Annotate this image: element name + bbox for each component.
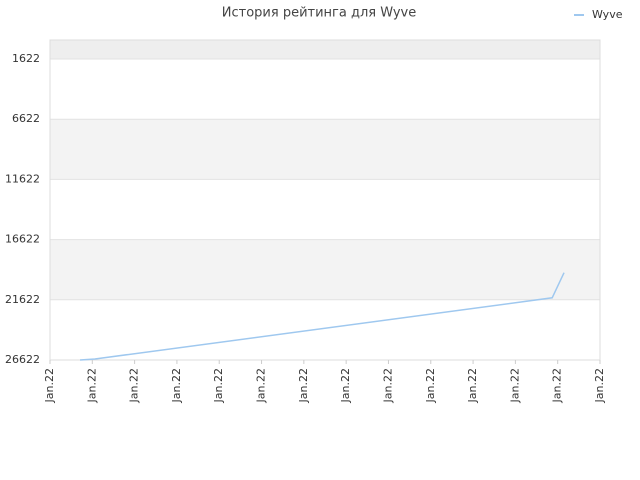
chart-title: История рейтинга для Wyve bbox=[222, 6, 416, 21]
plot-band bbox=[50, 239, 600, 300]
plot-band bbox=[50, 59, 600, 120]
x-tick-label: Jan.22 bbox=[43, 368, 56, 403]
x-tick-label: Jan.22 bbox=[466, 368, 479, 403]
x-tick-label: Jan.22 bbox=[255, 368, 268, 403]
x-tick-label: Jan.22 bbox=[339, 368, 352, 403]
x-tick-label: Jan.22 bbox=[85, 368, 98, 403]
plot-band bbox=[50, 119, 600, 180]
legend-label: Wyve bbox=[592, 8, 623, 21]
y-tick-label: 11622 bbox=[5, 172, 40, 185]
x-tick-label: Jan.22 bbox=[508, 368, 521, 403]
x-tick-label: Jan.22 bbox=[424, 368, 437, 403]
x-tick-label: Jan.22 bbox=[170, 368, 183, 403]
x-tick-label: Jan.22 bbox=[297, 368, 310, 403]
y-tick-label: 16622 bbox=[5, 233, 40, 246]
x-tick-label: Jan.22 bbox=[593, 368, 606, 403]
plot-band bbox=[50, 179, 600, 240]
y-tick-label: 1622 bbox=[12, 52, 40, 65]
x-tick-label: Jan.22 bbox=[128, 368, 141, 403]
y-tick-label: 21622 bbox=[5, 293, 40, 306]
plot-band bbox=[50, 299, 600, 360]
series-line bbox=[79, 272, 565, 361]
x-tick-label: Jan.22 bbox=[381, 368, 394, 403]
plot-band bbox=[50, 40, 600, 60]
x-tick-label: Jan.22 bbox=[212, 368, 225, 403]
y-tick-label: 6622 bbox=[12, 112, 40, 125]
y-tick-label: 26622 bbox=[5, 353, 40, 366]
plot-border bbox=[49, 39, 601, 361]
x-tick-label: Jan.22 bbox=[551, 368, 564, 403]
